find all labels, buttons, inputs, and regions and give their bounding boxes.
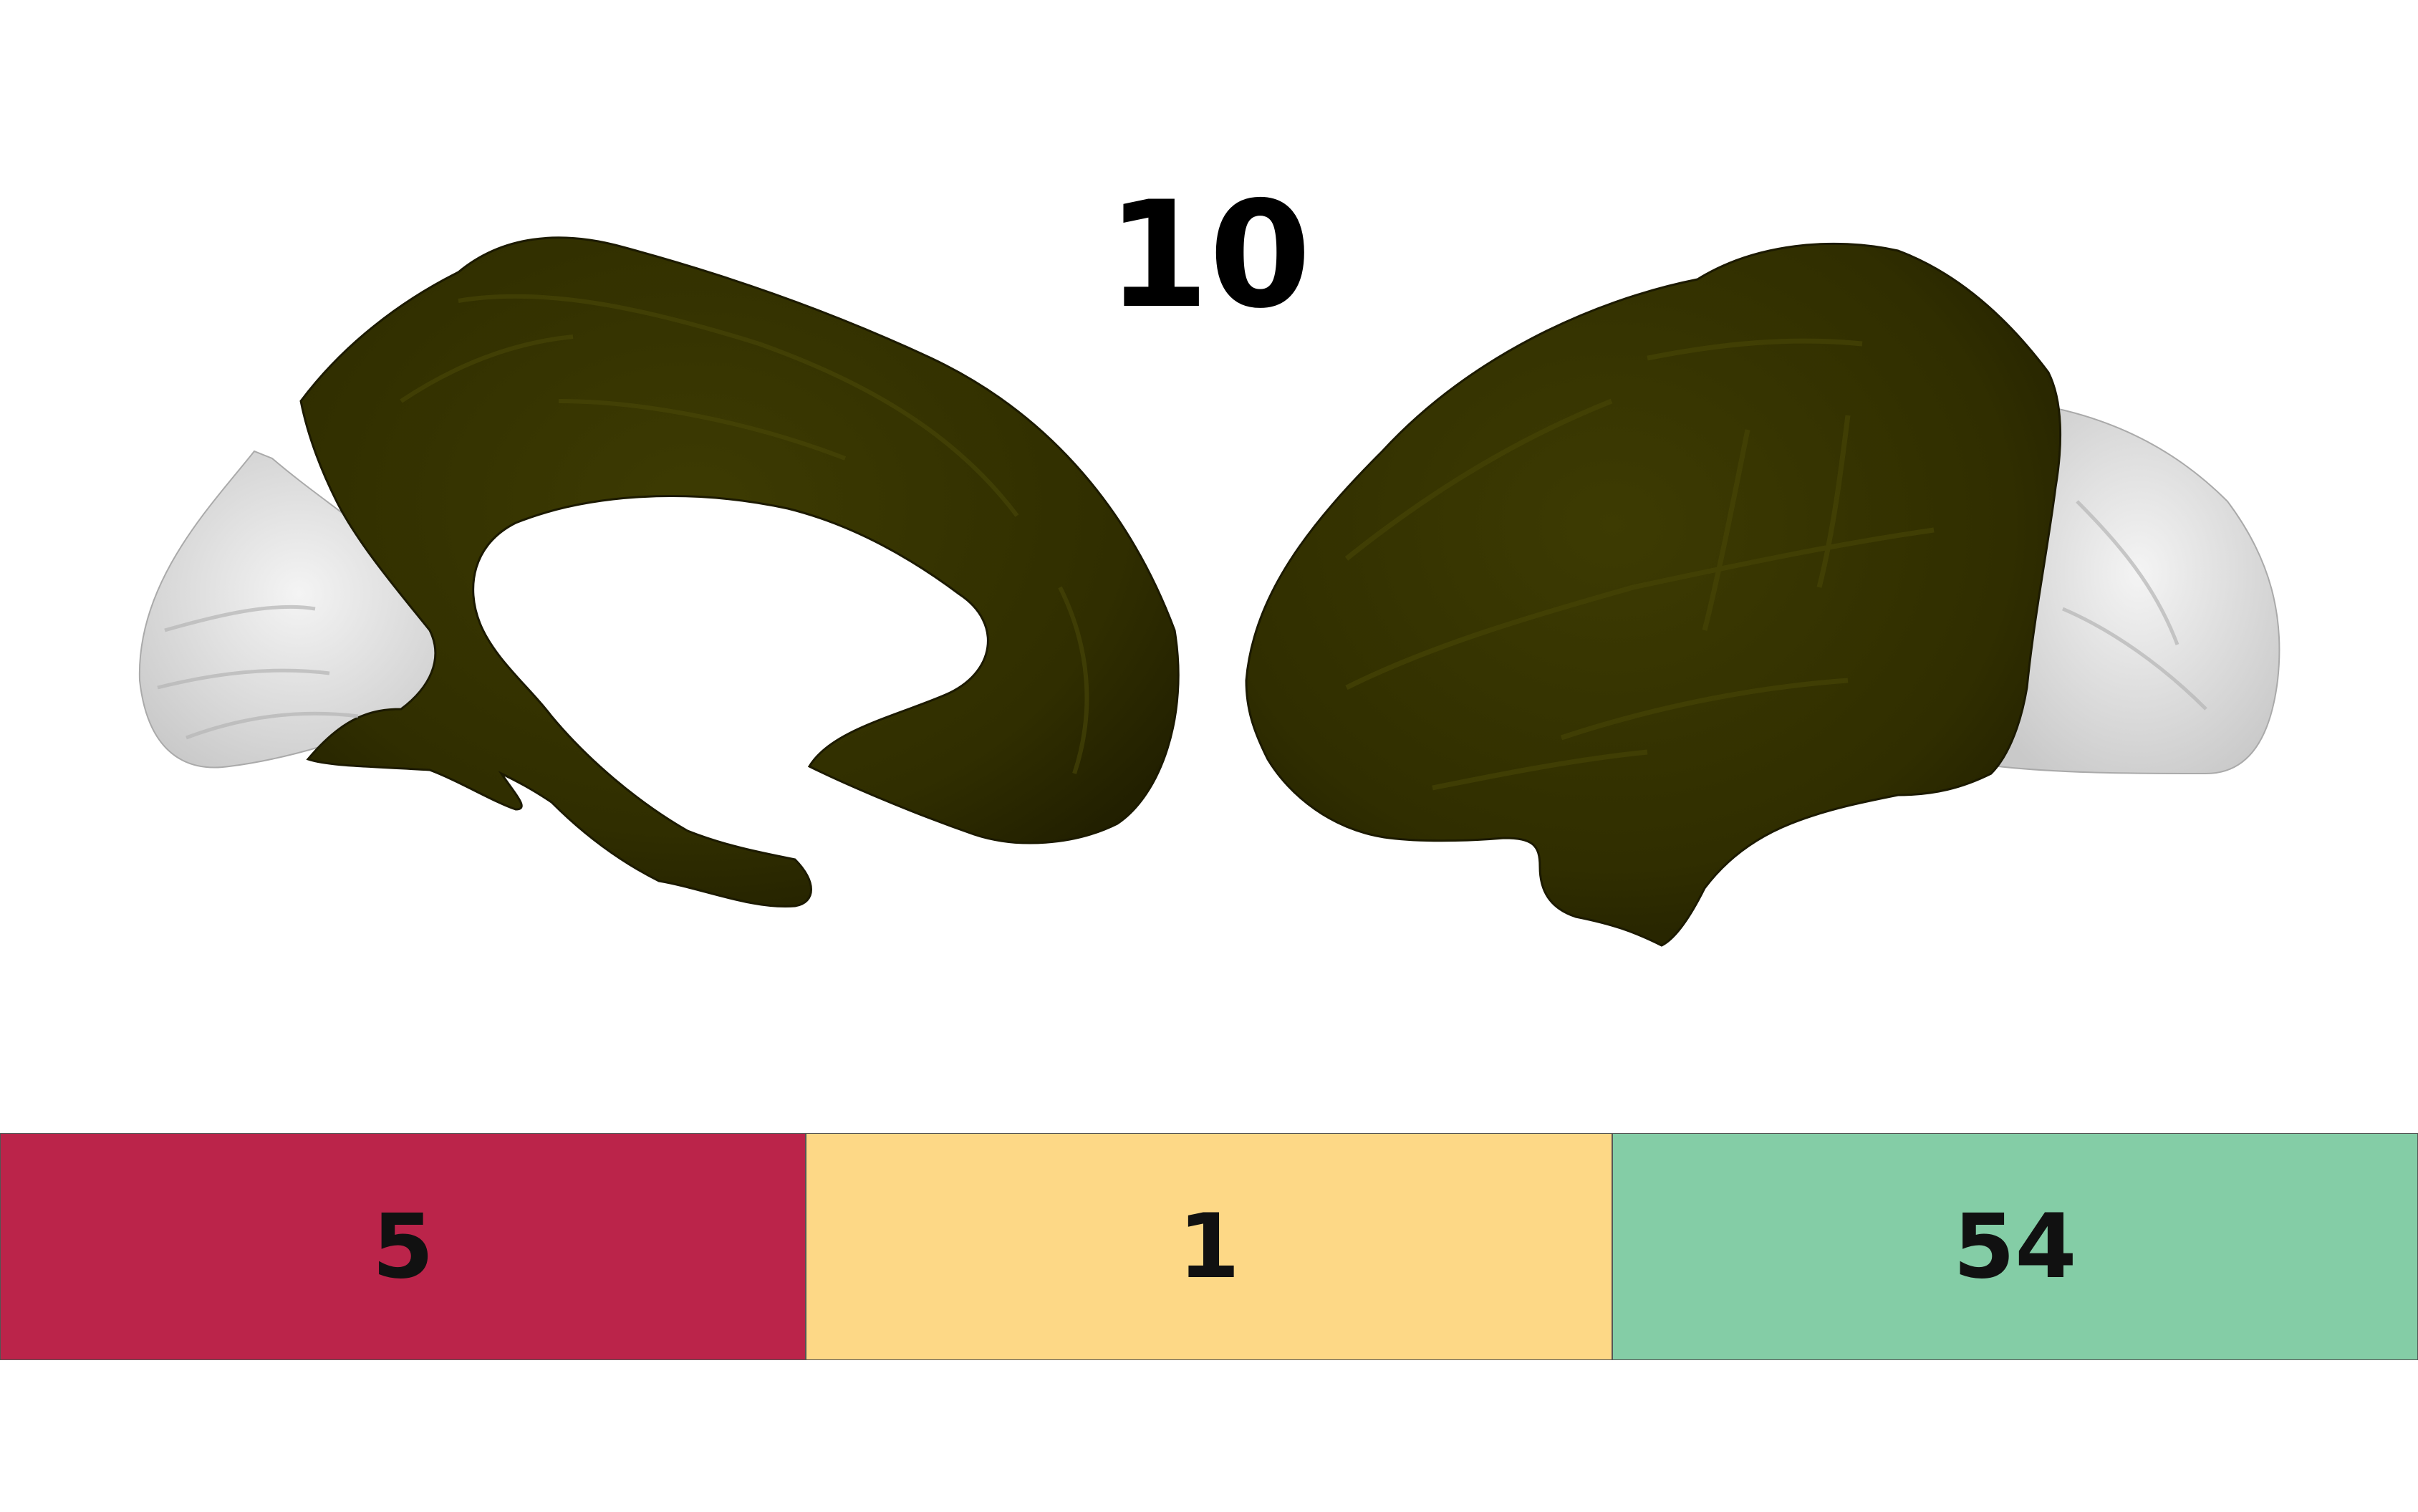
colorbar: 5 1 54 [0,1133,2418,1360]
colorbar-label-2: 1 [1177,1195,1241,1299]
lateral-colored-region [1245,242,2062,947]
colorbar-cell-2: 1 [806,1133,1612,1360]
medial-hemisphere-view [138,236,1180,908]
colorbar-cell-3: 54 [1612,1133,2418,1360]
medial-colored-region [299,236,1180,908]
colorbar-label-1: 5 [372,1195,434,1299]
colorbar-cell-1: 5 [0,1133,806,1360]
lateral-grey-region [1997,407,2280,775]
colorbar-label-3: 54 [1953,1195,2077,1299]
figure-title: 10 [1107,170,1311,341]
brain-views [138,236,2280,947]
lateral-hemisphere-view [1245,242,2280,947]
